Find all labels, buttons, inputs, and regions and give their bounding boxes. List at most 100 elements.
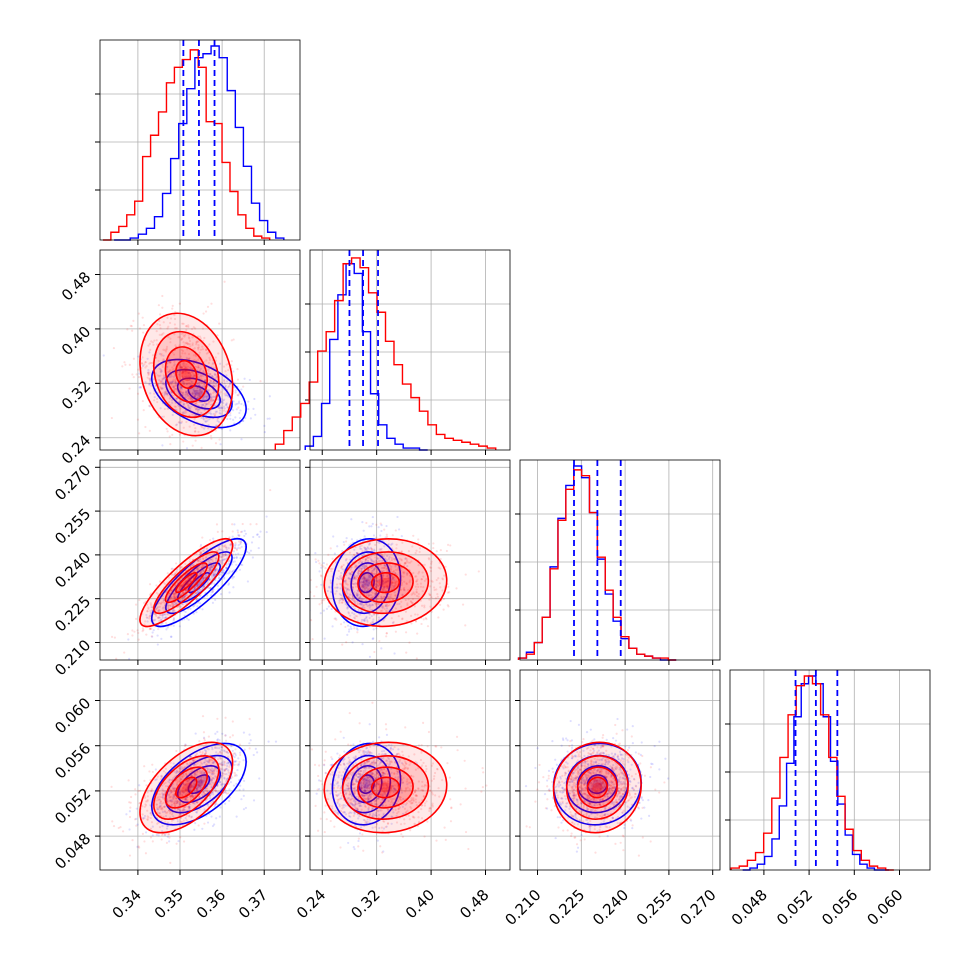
scatter-point xyxy=(363,604,366,607)
scatter-point xyxy=(162,794,165,797)
scatter-point xyxy=(234,391,237,394)
scatter-point xyxy=(370,525,373,528)
scatter-point xyxy=(172,795,175,799)
scatter-point xyxy=(215,410,219,413)
scatter-point xyxy=(357,593,360,596)
scatter-point xyxy=(375,603,378,606)
scatter-point xyxy=(387,576,390,579)
scatter-point xyxy=(238,788,241,791)
scatter-point xyxy=(383,545,386,548)
scatter-point xyxy=(157,627,160,631)
scatter-point xyxy=(186,365,190,368)
scatter-point xyxy=(383,581,386,584)
scatter-point xyxy=(408,580,411,584)
scatter-point xyxy=(368,541,371,545)
scatter-point xyxy=(212,385,215,388)
scatter-point xyxy=(227,547,230,550)
scatter-point xyxy=(365,565,368,569)
scatter-point xyxy=(202,577,205,580)
scatter-point xyxy=(401,541,404,544)
scatter-point xyxy=(385,584,389,588)
scatter-point xyxy=(222,379,226,382)
scatter-point xyxy=(161,810,165,814)
scatter-point xyxy=(173,388,176,391)
scatter-point xyxy=(394,581,397,584)
scatter-point xyxy=(155,330,158,333)
scatter-point xyxy=(201,827,204,830)
scatter-point xyxy=(387,596,390,599)
scatter-point xyxy=(162,599,165,602)
scatter-point xyxy=(389,593,393,596)
scatter-point xyxy=(234,752,237,755)
scatter-point xyxy=(228,536,231,539)
scatter-point xyxy=(174,595,177,598)
scatter-point xyxy=(187,382,190,385)
scatter-point xyxy=(205,352,208,355)
scatter-point xyxy=(181,411,184,414)
scatter-point xyxy=(144,361,147,364)
scatter-point xyxy=(203,383,206,386)
scatter-point xyxy=(200,425,203,428)
scatter-point xyxy=(205,402,208,405)
scatter-point xyxy=(203,771,206,775)
scatter-point xyxy=(193,588,196,591)
scatter-point xyxy=(350,627,353,630)
density-shade xyxy=(140,313,233,436)
scatter-point xyxy=(216,334,219,337)
scatter-point xyxy=(363,546,366,549)
scatter-point xyxy=(380,547,383,550)
scatter-point xyxy=(197,393,200,396)
scatter-point xyxy=(210,302,213,305)
scatter-point xyxy=(366,583,369,586)
scatter-point xyxy=(192,605,195,608)
scatter-point xyxy=(411,601,414,604)
scatter-point xyxy=(195,414,198,417)
scatter-point xyxy=(180,375,183,378)
density-shade xyxy=(165,346,208,403)
scatter-point xyxy=(195,391,199,394)
scatter-point xyxy=(191,393,195,396)
scatter-point xyxy=(205,750,208,753)
scatter-point xyxy=(188,805,191,808)
scatter-point xyxy=(214,356,217,359)
scatter-point xyxy=(269,488,272,492)
scatter-point xyxy=(210,778,214,781)
scatter-point xyxy=(204,394,207,397)
scatter-point xyxy=(185,789,188,792)
scatter-point xyxy=(203,753,207,756)
scatter-point xyxy=(191,398,194,402)
scatter-point xyxy=(184,783,188,786)
scatter-point xyxy=(142,628,145,632)
scatter-point xyxy=(201,770,204,773)
scatter-point xyxy=(207,586,210,590)
scatter-point xyxy=(388,598,392,602)
scatter-point xyxy=(156,616,160,619)
scatter-point xyxy=(397,568,400,572)
scatter-point xyxy=(363,583,367,586)
scatter-point xyxy=(211,590,214,593)
scatter-point xyxy=(181,773,185,776)
scatter-point xyxy=(388,564,391,567)
scatter-point xyxy=(111,820,114,823)
scatter-point xyxy=(381,589,384,593)
scatter-point xyxy=(213,572,216,575)
scatter-point xyxy=(254,413,257,416)
scatter-point xyxy=(231,530,234,533)
scatter-point xyxy=(394,565,397,568)
scatter-point xyxy=(159,380,162,383)
scatter-point xyxy=(237,534,241,538)
scatter-point xyxy=(174,424,178,427)
scatter-point xyxy=(364,581,367,584)
scatter-point xyxy=(238,416,242,420)
scatter-point xyxy=(140,386,143,389)
scatter-point xyxy=(197,395,200,398)
scatter-point xyxy=(364,558,368,561)
scatter-point xyxy=(267,740,270,743)
scatter-point xyxy=(342,599,345,602)
scatter-point xyxy=(208,389,211,392)
scatter-point xyxy=(356,594,359,597)
scatter-point xyxy=(202,397,205,400)
scatter-point xyxy=(165,365,169,369)
scatter-point xyxy=(180,367,183,370)
scatter-point xyxy=(200,392,203,395)
